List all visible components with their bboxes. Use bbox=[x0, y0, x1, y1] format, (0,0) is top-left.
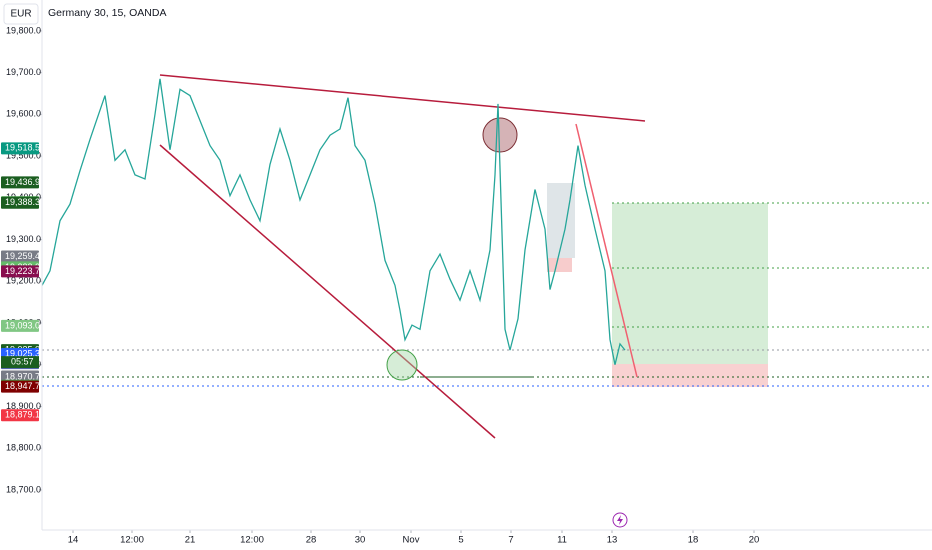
price-badge bbox=[1, 196, 39, 209]
trend-line bbox=[575, 123, 638, 378]
price-badge-label: 19,025.3 bbox=[5, 349, 40, 359]
x-tick-label: 7 bbox=[508, 535, 513, 546]
marker-circle bbox=[386, 349, 418, 381]
price-badge-label: 19,388.3 bbox=[5, 197, 40, 207]
x-tick-label: 21 bbox=[185, 535, 196, 546]
event-icon bbox=[617, 515, 623, 525]
price-badge-label: 19,259.4 bbox=[5, 251, 40, 261]
y-tick-label: 18,800.0 bbox=[6, 443, 41, 453]
x-tick-label: 28 bbox=[306, 535, 317, 546]
x-tick-label: 13 bbox=[607, 535, 618, 546]
trend-line bbox=[159, 74, 646, 122]
trend-line bbox=[159, 144, 496, 439]
x-tick-label: 11 bbox=[557, 535, 567, 546]
price-badge-label: 19,518.5 bbox=[5, 143, 40, 153]
y-tick-label: 19,700.0 bbox=[6, 67, 41, 77]
marker-circle bbox=[482, 117, 518, 153]
range-box bbox=[547, 258, 572, 272]
y-tick-label: 19,500.0 bbox=[6, 150, 41, 160]
symbol-title: Germany 30, 15, OANDA bbox=[48, 7, 166, 19]
price-badge bbox=[1, 380, 39, 393]
currency-box[interactable] bbox=[3, 3, 39, 25]
x-tick-label: 12:00 bbox=[120, 535, 144, 546]
loss-zone bbox=[612, 364, 768, 387]
price-badge-label: 19,223.7 bbox=[5, 266, 40, 276]
price-labels: 19,518.519,436.919,389.419,388.319,259.4… bbox=[1, 142, 40, 422]
price-badge bbox=[1, 250, 39, 263]
countdown: 05:57 bbox=[11, 357, 34, 367]
price-badge bbox=[1, 142, 39, 155]
x-tick-label: 5 bbox=[458, 535, 463, 546]
y-tick-label: 19,800.0 bbox=[6, 25, 41, 35]
y-tick-label: 19,600.0 bbox=[6, 109, 41, 119]
price-badge-label: 18,879.1 bbox=[5, 410, 40, 420]
y-tick-label: 18,900.0 bbox=[6, 401, 41, 411]
price-badge bbox=[1, 319, 39, 332]
price-badge-label: 18,970.7 bbox=[5, 371, 40, 381]
y-tick-label: 19,200.0 bbox=[6, 276, 41, 286]
countdown-badge bbox=[1, 356, 39, 369]
price-badge bbox=[1, 176, 39, 189]
price-badge-label: 18,947.7 bbox=[5, 381, 40, 391]
x-tick-label: 30 bbox=[355, 535, 366, 546]
level-lines bbox=[42, 202, 932, 387]
price-line bbox=[41, 78, 626, 365]
price-badge-label: 19,093.0 bbox=[5, 320, 40, 330]
x-tick-label: 12:00 bbox=[240, 535, 264, 546]
profit-zone bbox=[612, 203, 768, 364]
x-tick-label: 18 bbox=[688, 535, 699, 546]
x-tick-label: Nov bbox=[403, 535, 420, 546]
price-badge-label: 19,436.9 bbox=[5, 177, 40, 187]
currency: EUR bbox=[10, 9, 31, 20]
x-tick-label: 20 bbox=[749, 535, 760, 546]
y-tick-label: 18,700.0 bbox=[6, 484, 41, 494]
price-badge bbox=[1, 265, 39, 278]
price-badge bbox=[1, 409, 39, 422]
plot: 14 12:00 21 12:00 28 30 Nov 5 7 11 13 18 20 bbox=[39, 30, 760, 546]
event-icon[interactable] bbox=[612, 512, 628, 528]
x-tick-label: 14 bbox=[68, 535, 79, 546]
y-tick-label: 19,300.0 bbox=[6, 234, 41, 244]
